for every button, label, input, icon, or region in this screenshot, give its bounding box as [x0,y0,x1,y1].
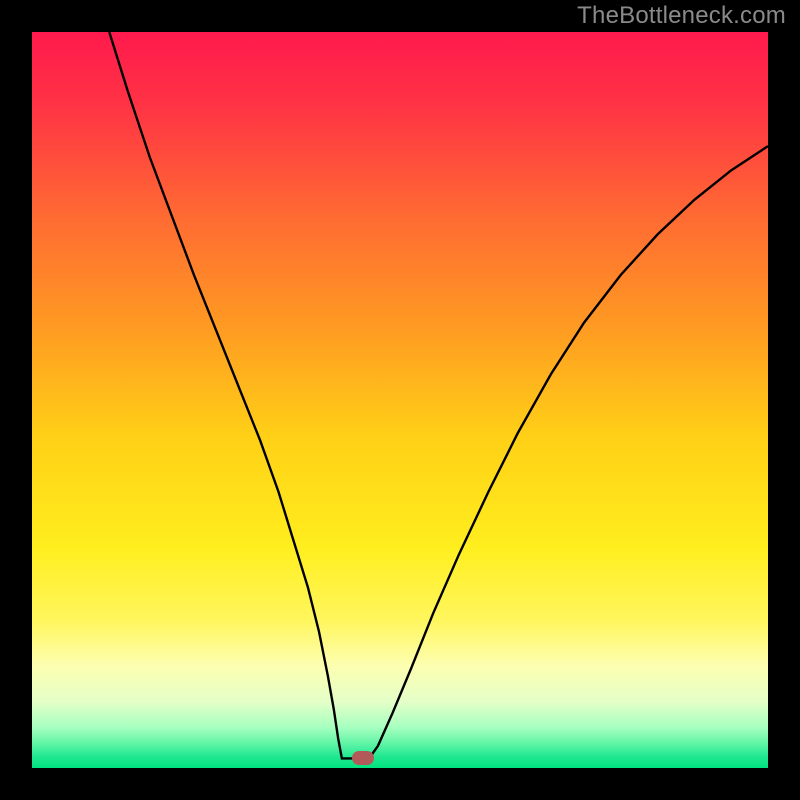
curve-path [109,32,768,758]
watermark-text: TheBottleneck.com [577,2,786,30]
bottleneck-curve [32,32,768,768]
min-marker [352,751,374,765]
chart-frame: TheBottleneck.com [0,0,800,800]
plot-area [32,32,768,768]
